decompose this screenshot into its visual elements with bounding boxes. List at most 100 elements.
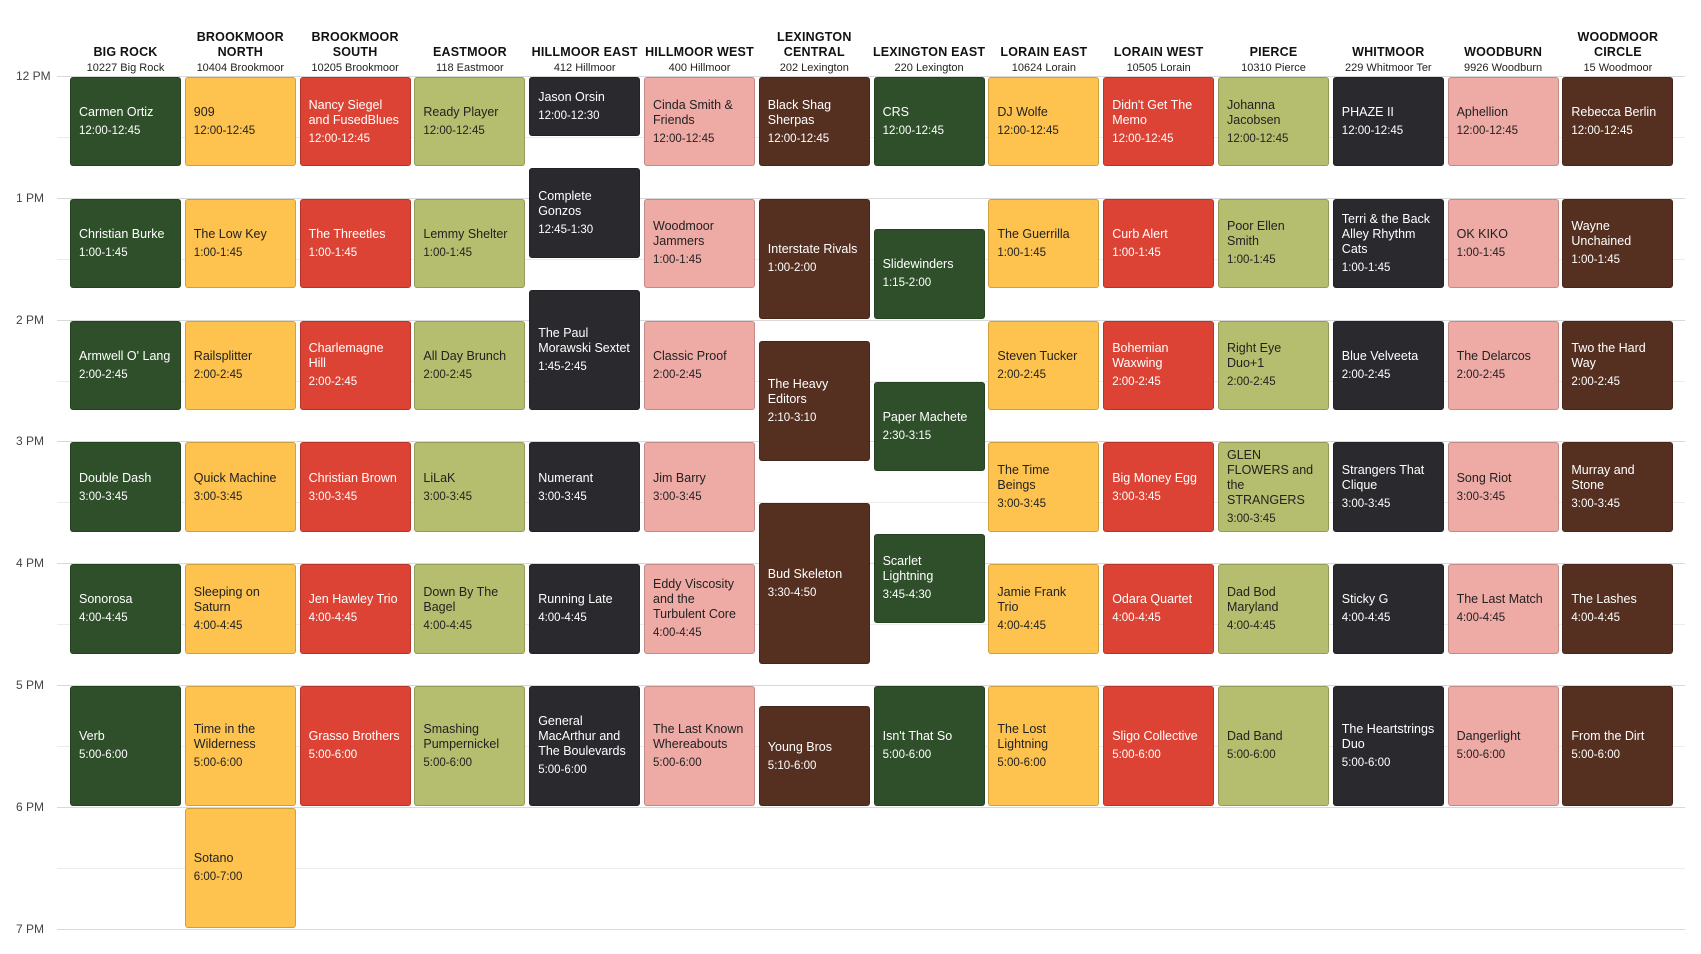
event-card[interactable]: The Delarcos 2:00-2:45 xyxy=(1447,320,1559,410)
event-card[interactable]: Jason Orsin 12:00-12:30 xyxy=(529,77,641,136)
event-card[interactable]: Sleeping on Saturn 4:00-4:45 xyxy=(184,564,296,654)
event-card[interactable]: Terri & the Back Alley Rhythm Cats 1:00-1… xyxy=(1332,198,1444,289)
event-card[interactable]: Woodmoor Jammers 1:00-1:45 xyxy=(644,198,755,289)
event-card[interactable]: Double Dash 3:00-3:45 xyxy=(70,442,181,532)
event-card[interactable]: Blue Velveeta 2:00-2:45 xyxy=(1332,320,1444,410)
event-name: Jamie Frank Trio xyxy=(997,584,1067,614)
event-card[interactable]: Big Money Egg 3:00-3:45 xyxy=(1103,442,1215,532)
venue-header: LORAIN EAST 10624 Lorain xyxy=(984,18,1103,76)
event-card[interactable]: The Threetles 1:00-1:45 xyxy=(299,198,411,289)
event-time: 4:00-4:45 xyxy=(653,627,702,640)
event-card[interactable]: Jen Hawley Trio 4:00-4:45 xyxy=(299,564,411,654)
event-card[interactable]: Time in the Wilderness 5:00-6:00 xyxy=(184,686,296,806)
event-card[interactable]: Sligo Collective 5:00-6:00 xyxy=(1103,686,1215,806)
event-card[interactable]: The Lashes 4:00-4:45 xyxy=(1562,564,1674,654)
event-card[interactable]: The Heavy Editors 2:10-3:10 xyxy=(758,340,870,461)
event-card[interactable]: Sotano 6:00-7:00 xyxy=(184,807,296,928)
event-card[interactable]: Right Eye Duo+1 2:00-2:45 xyxy=(1218,320,1329,410)
event-card[interactable]: Sticky G 4:00-4:45 xyxy=(1332,564,1444,654)
event-name: The Lost Lightning xyxy=(997,721,1049,751)
event-card[interactable]: Grasso Brothers 5:00-6:00 xyxy=(299,686,411,806)
event-card[interactable]: Dad Bod Maryland 4:00-4:45 xyxy=(1218,564,1329,654)
event-card[interactable]: Sonorosa 4:00-4:45 xyxy=(70,564,181,654)
event-card[interactable]: Eddy Viscosity and the Turbulent Core 4:0… xyxy=(644,564,755,654)
event-card[interactable]: 909 12:00-12:45 xyxy=(184,77,296,167)
event-card[interactable]: Black Shag Sherpas 12:00-12:45 xyxy=(758,77,870,167)
event-card[interactable]: Railsplitter 2:00-2:45 xyxy=(184,320,296,410)
event-card[interactable]: General MacArthur and The Boulevards 5:00… xyxy=(529,686,641,806)
event-card[interactable]: CRS 12:00-12:45 xyxy=(873,77,985,167)
event-card[interactable]: Slidewinders 1:15-2:00 xyxy=(873,229,985,319)
event-time: 4:00-4:45 xyxy=(1227,619,1276,632)
event-card[interactable]: DJ Wolfe 12:00-12:45 xyxy=(988,77,1100,167)
event-card[interactable]: Johanna Jacobsen 12:00-12:45 xyxy=(1218,77,1329,167)
event-card[interactable]: The Heartstrings Duo 5:00-6:00 xyxy=(1332,686,1444,806)
event-card[interactable]: Quick Machine 3:00-3:45 xyxy=(184,442,296,532)
event-card[interactable]: Interstate Rivals 1:00-2:00 xyxy=(758,198,870,319)
event-card[interactable]: The Last Known Whereabouts 5:00-6:00 xyxy=(644,686,755,806)
event-card[interactable]: Young Bros 5:10-6:00 xyxy=(758,706,870,806)
event-card[interactable]: Verb 5:00-6:00 xyxy=(70,686,181,806)
event-card[interactable]: Odara Quartet 4:00-4:45 xyxy=(1103,564,1215,654)
event-card[interactable]: Bud Skeleton 3:30-4:50 xyxy=(758,503,870,664)
event-name: Song Riot xyxy=(1456,470,1512,485)
event-card[interactable]: Armwell O' Lang 2:00-2:45 xyxy=(70,320,181,410)
event-card[interactable]: Cinda Smith & Friends 12:00-12:45 xyxy=(644,77,755,167)
venue-header: LEXINGTON EAST 220 Lexington xyxy=(870,18,989,76)
event-card[interactable]: Running Late 4:00-4:45 xyxy=(529,564,641,654)
venue-address: 229 Whitmoor Ter xyxy=(1344,62,1432,74)
event-card[interactable]: Classic Proof 2:00-2:45 xyxy=(644,320,755,410)
event-card[interactable]: Ready Player 12:00-12:45 xyxy=(414,77,526,167)
event-card[interactable]: Wayne Unchained 1:00-1:45 xyxy=(1562,198,1674,289)
event-card[interactable]: Down By The Bagel 4:00-4:45 xyxy=(414,564,526,654)
event-card[interactable]: Numerant 3:00-3:45 xyxy=(529,442,641,532)
event-card[interactable]: Jamie Frank Trio 4:00-4:45 xyxy=(988,564,1100,654)
event-card[interactable]: Dangerlight 5:00-6:00 xyxy=(1447,686,1559,806)
event-card[interactable]: Two the Hard Way 2:00-2:45 xyxy=(1562,320,1674,410)
event-time: 12:45-1:30 xyxy=(538,224,594,237)
event-card[interactable]: Dad Band 5:00-6:00 xyxy=(1218,686,1329,806)
event-card[interactable]: Song Riot 3:00-3:45 xyxy=(1447,442,1559,532)
event-name: LiLaK xyxy=(423,470,456,485)
event-name: Isn't That So xyxy=(882,729,953,744)
event-card[interactable]: The Guerrilla 1:00-1:45 xyxy=(988,198,1100,289)
event-card[interactable]: From the Dirt 5:00-6:00 xyxy=(1562,686,1674,806)
event-card[interactable]: The Lost Lightning 5:00-6:00 xyxy=(988,686,1100,806)
event-card[interactable]: GLEN FLOWERS and the STRANGERS 3:00-3:45 xyxy=(1218,442,1329,532)
event-card[interactable]: LiLaK 3:00-3:45 xyxy=(414,442,526,532)
event-card[interactable]: Poor Ellen Smith 1:00-1:45 xyxy=(1218,198,1329,289)
event-card[interactable]: Bohemian Waxwing 2:00-2:45 xyxy=(1103,320,1215,410)
event-card[interactable]: Nancy Siegel and FusedBlues 12:00-12:45 xyxy=(299,77,411,167)
event-card[interactable]: The Time Beings 3:00-3:45 xyxy=(988,442,1100,532)
event-card[interactable]: Complete Gonzos 12:45-1:30 xyxy=(529,168,641,258)
hour-gridline xyxy=(57,319,1685,321)
event-card[interactable]: Jim Barry 3:00-3:45 xyxy=(644,442,755,532)
event-card[interactable]: OK KIKO 1:00-1:45 xyxy=(1447,198,1559,289)
event-card[interactable]: Scarlet Lightning 3:45-4:30 xyxy=(873,533,985,624)
event-card[interactable]: Aphellion 12:00-12:45 xyxy=(1447,77,1559,167)
event-card[interactable]: Curb Alert 1:00-1:45 xyxy=(1103,198,1215,289)
event-card[interactable]: Steven Tucker 2:00-2:45 xyxy=(988,320,1100,410)
event-card[interactable]: Lemmy Shelter 1:00-1:45 xyxy=(414,198,526,289)
event-card[interactable]: All Day Brunch 2:00-2:45 xyxy=(414,320,526,410)
event-card[interactable]: Rebecca Berlin 12:00-12:45 xyxy=(1562,77,1674,167)
event-card[interactable]: Paper Machete 2:30-3:15 xyxy=(873,381,985,471)
event-card[interactable]: Isn't That So 5:00-6:00 xyxy=(873,686,985,806)
event-name: Smashing Pumpernickel xyxy=(423,721,500,751)
event-card[interactable]: The Last Match 4:00-4:45 xyxy=(1447,564,1559,654)
event-card[interactable]: Christian Brown 3:00-3:45 xyxy=(299,442,411,532)
event-card[interactable]: Carmen Ortiz 12:00-12:45 xyxy=(70,77,181,167)
event-card[interactable]: Smashing Pumpernickel 5:00-6:00 xyxy=(414,686,526,806)
event-card[interactable]: Christian Burke 1:00-1:45 xyxy=(70,198,181,289)
event-card[interactable]: Charlemagne Hill 2:00-2:45 xyxy=(299,320,411,410)
event-time: 12:00-12:45 xyxy=(193,125,256,138)
event-card[interactable]: The Low Key 1:00-1:45 xyxy=(184,198,296,289)
venue-address: 9926 Woodburn xyxy=(1464,62,1543,74)
event-card[interactable]: Murray and Stone 3:00-3:45 xyxy=(1562,442,1674,532)
event-name: The Last Match xyxy=(1456,592,1543,607)
event-card[interactable]: The Paul Morawski Sextet 1:45-2:45 xyxy=(529,290,641,410)
event-name: Dangerlight xyxy=(1456,729,1521,744)
event-card[interactable]: PHAZE II 12:00-12:45 xyxy=(1332,77,1444,167)
event-card[interactable]: Strangers That Clique 3:00-3:45 xyxy=(1332,442,1444,532)
event-card[interactable]: Didn't Get The Memo 12:00-12:45 xyxy=(1103,77,1215,167)
